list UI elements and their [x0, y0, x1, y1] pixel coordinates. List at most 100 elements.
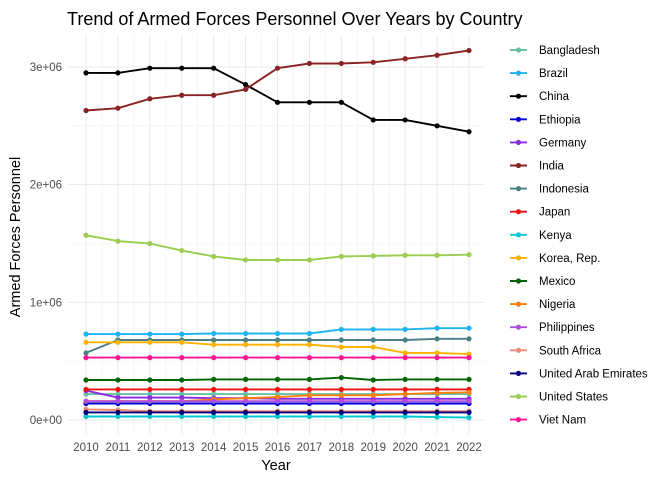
x-tick-label: 2020 [392, 442, 418, 454]
x-tick-label: 2014 [201, 442, 227, 454]
legend-key-point [515, 186, 522, 192]
data-point [306, 392, 313, 398]
data-point [306, 330, 313, 337]
legend-label: Philippines [539, 322, 595, 334]
data-point [402, 409, 408, 415]
data-point [211, 409, 217, 415]
data-point [147, 355, 153, 361]
data-point [242, 413, 249, 420]
legend-label: Bangladesh [539, 45, 600, 57]
legend-key-point [515, 93, 522, 99]
data-point [370, 398, 376, 404]
data-point [370, 326, 376, 332]
x-axis-label: Year [261, 458, 290, 474]
data-point [211, 330, 217, 337]
legend-label: Japan [539, 207, 570, 219]
data-point [242, 355, 249, 361]
legend-key-point [515, 301, 522, 307]
data-point [274, 65, 281, 71]
data-point [434, 325, 440, 331]
data-point [338, 392, 344, 398]
data-point [115, 377, 121, 383]
series-brazil [83, 325, 472, 337]
data-point [83, 70, 89, 76]
data-point [242, 86, 249, 92]
data-point [306, 376, 313, 383]
legend-key-point [515, 47, 522, 53]
data-point [242, 330, 249, 337]
data-point [274, 394, 281, 400]
data-point [179, 331, 185, 337]
data-point [402, 386, 408, 393]
data-point [179, 92, 185, 98]
data-point [306, 398, 313, 404]
legend-label: Korea, Rep. [539, 253, 600, 265]
data-point [115, 331, 121, 337]
x-tick-label: 2017 [297, 442, 323, 454]
data-point [402, 350, 408, 356]
legend-key-point [515, 347, 522, 353]
data-point [211, 386, 217, 393]
series-united-states [83, 232, 472, 263]
data-point [466, 252, 472, 258]
data-point [115, 339, 121, 345]
legend-key-point [515, 393, 522, 400]
data-point [83, 409, 89, 415]
x-tick-label: 2019 [360, 442, 386, 454]
y-tick-label: 2e+06 [30, 180, 62, 192]
legend-item: Bangladesh [510, 45, 600, 57]
data-point [466, 336, 472, 342]
data-point [402, 391, 408, 397]
series-korea-rep [83, 339, 472, 357]
data-point [211, 413, 217, 420]
data-point [274, 409, 281, 415]
data-point [179, 65, 185, 71]
data-point [338, 386, 344, 393]
data-point [147, 386, 153, 393]
x-tick-label: 2013 [169, 442, 195, 454]
data-point [274, 386, 281, 393]
data-point [115, 70, 121, 76]
data-point [83, 377, 89, 383]
data-point [370, 355, 376, 361]
data-point [115, 386, 121, 393]
data-point [306, 257, 313, 263]
data-point [211, 253, 217, 260]
data-point [434, 376, 440, 383]
legend-key-point [515, 278, 522, 284]
legend-key-point [515, 162, 522, 169]
data-point [466, 398, 472, 404]
data-point [338, 253, 344, 260]
data-point [147, 331, 153, 337]
legend-item: Korea, Rep. [510, 253, 600, 265]
data-point [434, 409, 440, 415]
data-point [274, 337, 281, 343]
data-point [242, 257, 249, 263]
data-point [338, 99, 344, 105]
legend-key-point [515, 324, 522, 330]
series-group [83, 47, 472, 421]
x-tick-label: 2022 [456, 442, 482, 454]
data-point [306, 355, 313, 361]
legend-label: Ethiopia [539, 114, 581, 126]
data-point [370, 413, 376, 420]
data-point [274, 398, 281, 404]
legend-key-point [515, 232, 522, 238]
data-point [115, 105, 121, 111]
legend-item: Japan [510, 207, 570, 219]
data-point [211, 376, 217, 383]
legend-item: Mexico [510, 276, 575, 288]
legend-item: Kenya [510, 230, 572, 242]
data-point [434, 390, 440, 396]
y-tick-label: 0e+00 [30, 415, 62, 427]
data-point [211, 398, 217, 404]
data-point [370, 409, 376, 415]
legend-item: India [510, 161, 565, 173]
data-point [402, 398, 408, 404]
data-point [242, 409, 249, 415]
legend-label: India [539, 161, 565, 173]
data-point [338, 413, 344, 420]
data-point [370, 377, 376, 383]
data-point [402, 355, 408, 361]
